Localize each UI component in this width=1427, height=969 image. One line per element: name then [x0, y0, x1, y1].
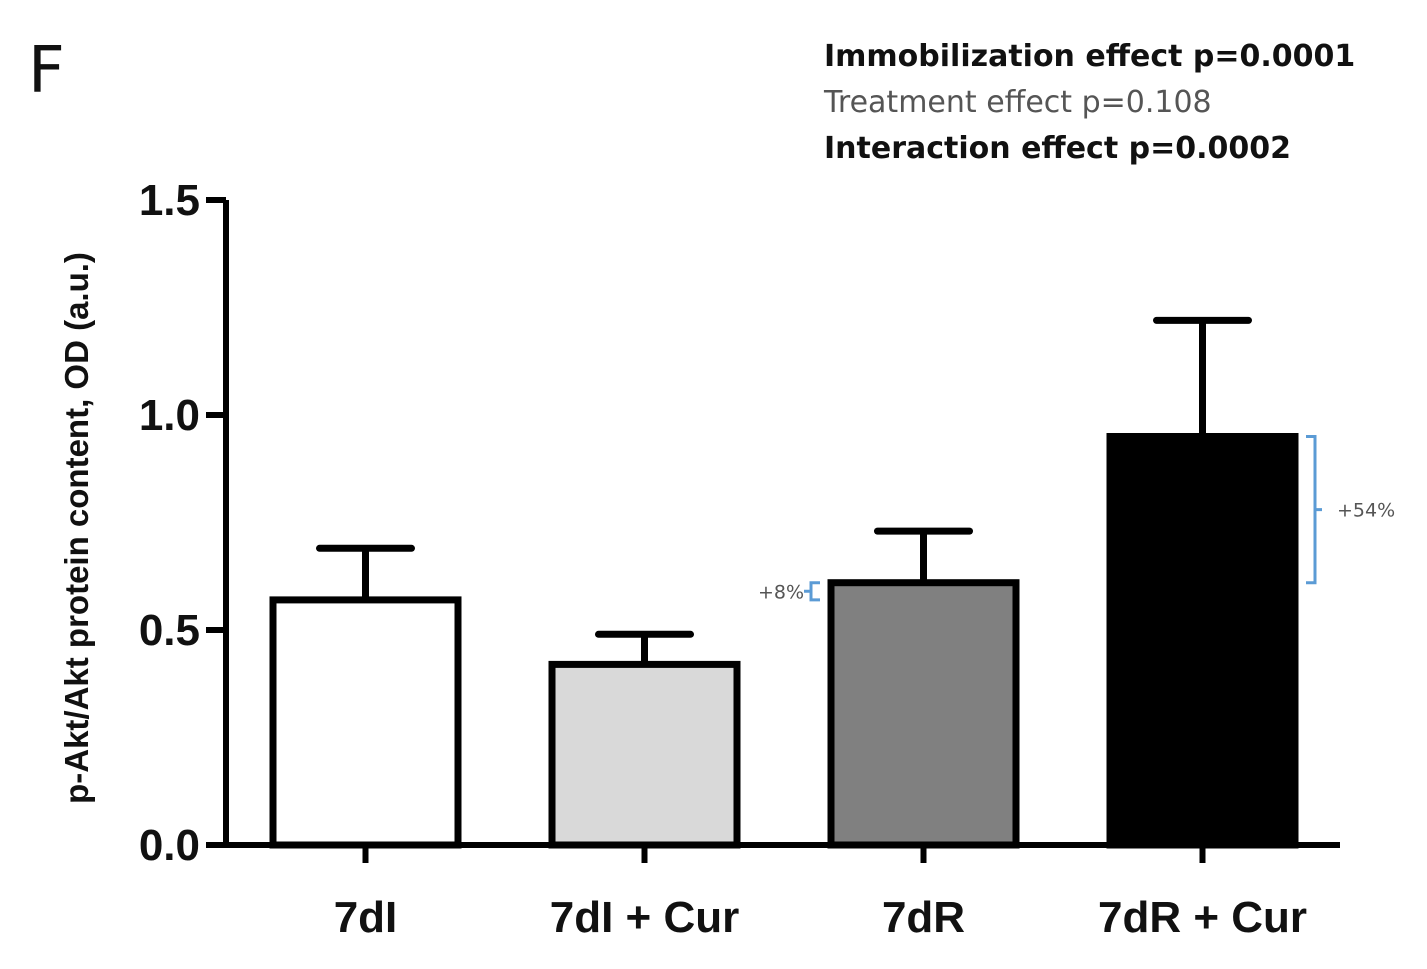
stat-immobilization: Immobilization effect p=0.0001 — [824, 39, 1355, 74]
y-axis-label: p-Akt/Akt protein content, OD (a.u.) — [58, 252, 95, 804]
bar — [548, 660, 741, 849]
bar — [827, 579, 1020, 849]
bar — [1106, 433, 1299, 849]
y-tick-label: 0.5 — [139, 606, 200, 655]
x-tick-label: 7dR + Cur — [1098, 893, 1307, 942]
y-tick-label: 0.0 — [139, 821, 200, 870]
y-tick-label: 1.0 — [139, 391, 200, 440]
panel-label: F — [28, 34, 65, 108]
stat-interaction: Interaction effect p=0.0002 — [824, 131, 1291, 166]
y-tick-label: 1.5 — [139, 176, 200, 225]
x-tick-label: 7dR — [882, 893, 965, 942]
change-bracket — [1306, 435, 1322, 585]
change-bracket — [804, 581, 820, 602]
bar — [269, 596, 462, 849]
change-label: +8% — [758, 581, 804, 603]
change-label: +54% — [1337, 500, 1395, 522]
stat-treatment: Treatment effect p=0.108 — [823, 85, 1212, 120]
x-tick-label: 7dI — [334, 893, 398, 942]
x-tick-label: 7dI + Cur — [550, 893, 740, 942]
